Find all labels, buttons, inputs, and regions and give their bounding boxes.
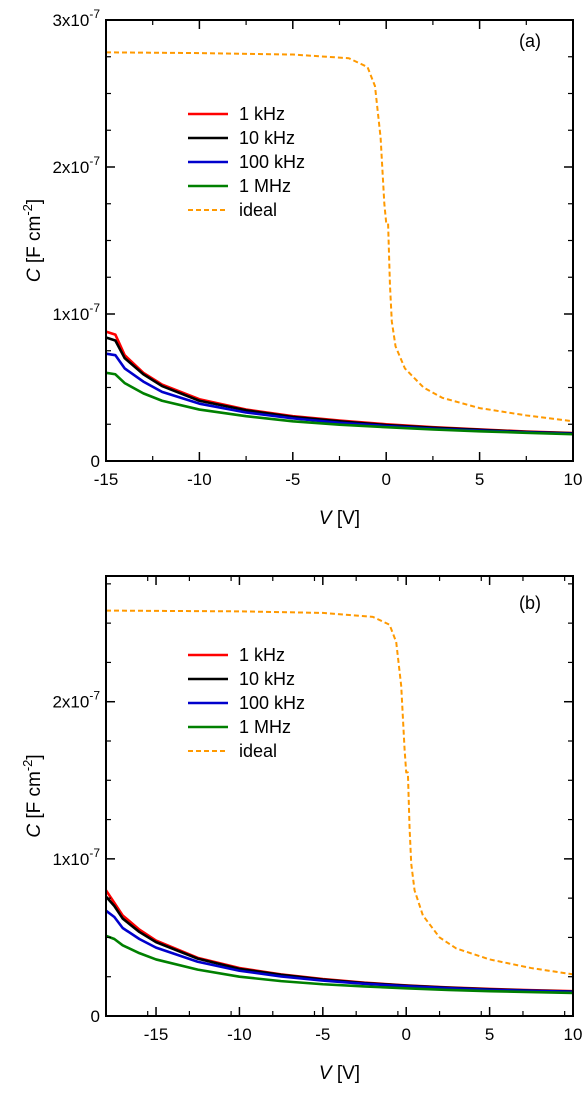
x-tick-label: -15: [94, 470, 119, 489]
plot-frame: [105, 19, 574, 462]
x-tick-label: 10: [564, 470, 583, 489]
y-tick-label: 1x10-7: [52, 301, 100, 324]
y-tick-label: 2x10-7: [52, 689, 100, 712]
x-tick-label: 5: [485, 1025, 494, 1044]
legend-label: ideal: [239, 741, 277, 761]
x-tick-label: -15: [144, 1025, 169, 1044]
series-line-ideal: [106, 51, 573, 423]
series-line-ideal: [106, 609, 573, 976]
series-line-10-khz: [106, 895, 573, 993]
chart-panel-b: -15 -10 -5 0 5 10 0 1x10-7 2x10-7 V [V] C [F cm-2]…: [20, 575, 583, 1084]
chart-panel-a: -15 -10 -5 0 5 10 0 1x10-7 2x10-7 3x10-7 V [V] C [F…: [20, 7, 582, 529]
y-tick-label: 0: [91, 452, 100, 471]
y-tick-label: 0: [91, 1007, 100, 1026]
series-line-100-khz: [106, 909, 573, 994]
x-tick-label: 0: [401, 1025, 410, 1044]
series-line-100-khz: [106, 352, 573, 436]
series-line-10-khz: [106, 336, 573, 435]
legend-label: 100 kHz: [239, 152, 305, 172]
y-axis-label: C [F cm-2]: [20, 754, 45, 837]
x-axis-label: V [V]: [319, 1063, 360, 1084]
series-line-1-khz: [106, 330, 573, 435]
x-tick-label: 0: [381, 470, 390, 489]
y-tick-label: 1x10-7: [52, 846, 100, 869]
legend: 1 kHz 10 kHz 100 kHz 1 MHz ideal: [188, 645, 305, 761]
x-tick-label: 10: [564, 1025, 583, 1044]
y-tick-label: 2x10-7: [52, 154, 100, 177]
panel-label: (b): [519, 593, 541, 613]
series-line-1-mhz: [106, 934, 573, 995]
legend-label: 100 kHz: [239, 693, 305, 713]
series-line-1-khz: [106, 889, 573, 993]
legend-label: ideal: [239, 200, 277, 220]
legend-label: 1 MHz: [239, 176, 291, 196]
x-tick-label: -5: [315, 1025, 330, 1044]
x-tick-label: 5: [475, 470, 484, 489]
x-tick-label: -5: [285, 470, 300, 489]
legend-label: 10 kHz: [239, 669, 295, 689]
y-tick-label: 3x10-7: [52, 7, 100, 30]
legend-label: 1 kHz: [239, 104, 285, 124]
panel-label: (a): [519, 31, 541, 51]
legend: 1 kHz 10 kHz 100 kHz 1 MHz ideal: [188, 104, 305, 220]
y-axis-label: C [F cm-2]: [20, 199, 45, 282]
series-line-1-mhz: [106, 371, 573, 436]
x-tick-label: -10: [227, 1025, 252, 1044]
legend-label: 1 MHz: [239, 717, 291, 737]
legend-label: 1 kHz: [239, 645, 285, 665]
plot-frame: [105, 575, 574, 1017]
x-tick-label: -10: [187, 470, 212, 489]
legend-label: 10 kHz: [239, 128, 295, 148]
x-axis-label: V [V]: [319, 508, 360, 529]
